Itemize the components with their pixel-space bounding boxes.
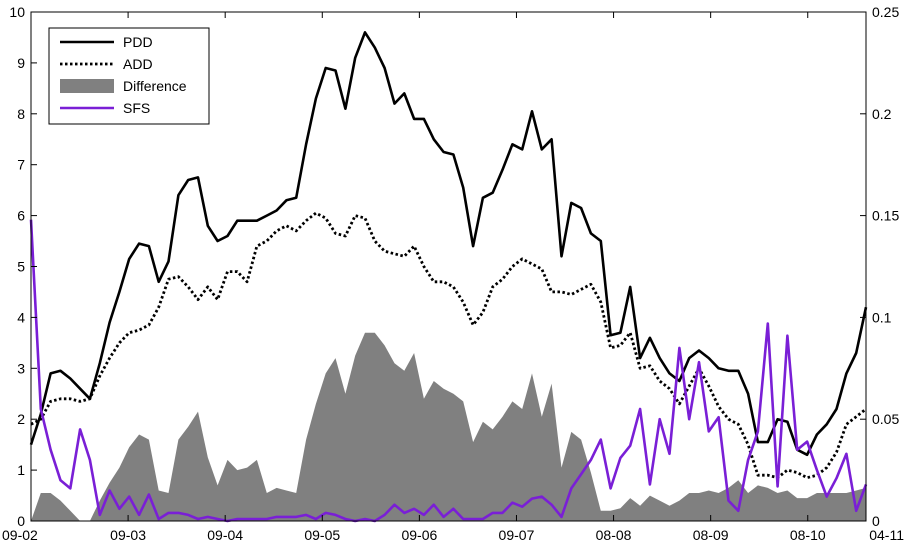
left-y-tick-label: 4: [17, 309, 25, 325]
x-tick-label: 09-06: [401, 527, 437, 543]
series-add-line: [30, 211, 867, 480]
left-y-tick-label: 3: [17, 360, 25, 376]
x-tick-label: 04-11: [869, 527, 904, 543]
right-y-tick-label: 0.2: [872, 106, 892, 122]
x-tick-label: 08-08: [596, 527, 632, 543]
x-tick-label: 08-10: [790, 527, 826, 543]
left-y-tick-label: 8: [17, 106, 25, 122]
legend-label: Difference: [123, 78, 187, 94]
legend-swatch: [60, 79, 114, 93]
series-sfs-line: [29, 219, 868, 523]
x-tick-label: 09-04: [207, 527, 243, 543]
legend-entry: SFS: [60, 100, 150, 116]
left-y-tick-label: 9: [17, 55, 25, 71]
right-y-tick-label: 0.25: [872, 4, 899, 20]
right-y-tick-label: 0.1: [872, 309, 892, 325]
left-y-tick-label: 5: [17, 259, 25, 275]
left-y-tick-label: 1: [17, 462, 25, 478]
legend-entry: Difference: [60, 78, 187, 94]
left-y-tick-label: 2: [17, 411, 25, 427]
left-y-tick-label: 6: [17, 208, 25, 224]
right-y-tick-label: 0.15: [872, 208, 899, 224]
legend-label: PDD: [123, 34, 153, 50]
left-y-tick-label: 0: [17, 513, 25, 529]
left-y-tick-label: 10: [9, 4, 25, 20]
right-y-tick-label: 0.05: [872, 411, 899, 427]
left-y-tick-label: 7: [17, 157, 25, 173]
x-tick-label: 08-09: [693, 527, 729, 543]
series-pdd-line: [29, 31, 868, 457]
x-tick-label: 09-05: [304, 527, 340, 543]
right-y-tick-label: 0: [872, 513, 880, 529]
series-difference-area: [31, 332, 866, 521]
x-tick-label: 09-07: [499, 527, 535, 543]
legend-entry: PDD: [60, 34, 153, 50]
x-tick-label: 09-02: [2, 527, 38, 543]
x-tick-label: 09-03: [110, 527, 146, 543]
legend-label: ADD: [123, 56, 153, 72]
legend-entry: ADD: [60, 56, 153, 72]
legend-label: SFS: [123, 100, 150, 116]
